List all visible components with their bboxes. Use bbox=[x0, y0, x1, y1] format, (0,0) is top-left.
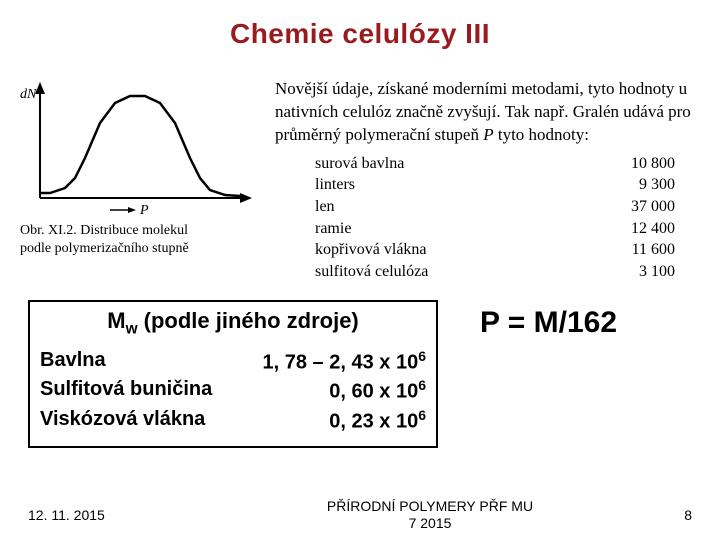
mw-row-value: 0, 23 x 106 bbox=[329, 406, 426, 436]
p-table-row: sulfitová celulóza 3 100 bbox=[315, 261, 675, 283]
mw-row: Bavlna 1, 78 – 2, 43 x 106 bbox=[40, 347, 426, 377]
x-axis-label: P bbox=[139, 203, 149, 218]
p-table-row: linters 9 300 bbox=[315, 174, 675, 196]
p-table-row: kopřivová vlákna 11 600 bbox=[315, 239, 675, 261]
page-title: Chemie celulózy III bbox=[0, 0, 720, 50]
mw-heading: Mw (podle jiného zdroje) bbox=[40, 308, 426, 338]
mw-row-name: Sulfitová buničina bbox=[40, 376, 212, 406]
prose-paragraph: Novější údaje, získané moderními metodam… bbox=[275, 78, 700, 147]
p-table-name: surová bavlna bbox=[315, 153, 404, 175]
p-table-name: ramie bbox=[315, 218, 351, 240]
p-table-name: len bbox=[315, 196, 335, 218]
mw-row-name: Viskózová vlákna bbox=[40, 406, 205, 436]
p-table-value: 12 400 bbox=[595, 218, 675, 240]
mw-box: Mw (podle jiného zdroje) Bavlna 1, 78 – 2… bbox=[28, 300, 438, 447]
mw-row: Viskózová vlákna 0, 23 x 106 bbox=[40, 406, 426, 436]
footer-page-number: 8 bbox=[652, 507, 692, 523]
mw-row-name: Bavlna bbox=[40, 347, 106, 377]
mw-row-value: 1, 78 – 2, 43 x 106 bbox=[263, 347, 426, 377]
footer-center: PŘÍRODNÍ POLYMERY PŘF MU7 2015 bbox=[208, 498, 652, 532]
formula: P = M/162 bbox=[480, 306, 617, 340]
p-table-value: 3 100 bbox=[595, 261, 675, 283]
p-table-name: linters bbox=[315, 174, 355, 196]
p-table-value: 9 300 bbox=[595, 174, 675, 196]
p-value-table: surová bavlna 10 800 linters 9 300 len 37 000… bbox=[275, 153, 700, 283]
distribution-chart-block: dN P Obr. XI.2. Distribuce molekul podle… bbox=[20, 78, 275, 282]
p-table-row: surová bavlna 10 800 bbox=[315, 153, 675, 175]
p-table-name: kopřivová vlákna bbox=[315, 239, 427, 261]
p-table-row: len 37 000 bbox=[315, 196, 675, 218]
distribution-chart: dN P bbox=[20, 78, 260, 218]
chart-caption: Obr. XI.2. Distribuce molekul podle poly… bbox=[20, 222, 275, 257]
p-table-value: 10 800 bbox=[595, 153, 675, 175]
upper-section: dN P Obr. XI.2. Distribuce molekul podle… bbox=[0, 78, 720, 282]
p-table-name: sulfitová celulóza bbox=[315, 261, 428, 283]
y-axis-label: dN bbox=[20, 87, 37, 102]
mw-row-value: 0, 60 x 106 bbox=[329, 376, 426, 406]
footer-date: 12. 11. 2015 bbox=[28, 507, 208, 523]
p-table-value: 11 600 bbox=[595, 239, 675, 261]
lower-section: Mw (podle jiného zdroje) Bavlna 1, 78 – 2… bbox=[0, 300, 720, 447]
p-table-row: ramie 12 400 bbox=[315, 218, 675, 240]
footer: 12. 11. 2015 PŘÍRODNÍ POLYMERY PŘF MU7 2… bbox=[0, 498, 720, 532]
mw-row: Sulfitová buničina 0, 60 x 106 bbox=[40, 376, 426, 406]
right-text-block: Novější údaje, získané moderními metodam… bbox=[275, 78, 700, 282]
p-table-value: 37 000 bbox=[595, 196, 675, 218]
